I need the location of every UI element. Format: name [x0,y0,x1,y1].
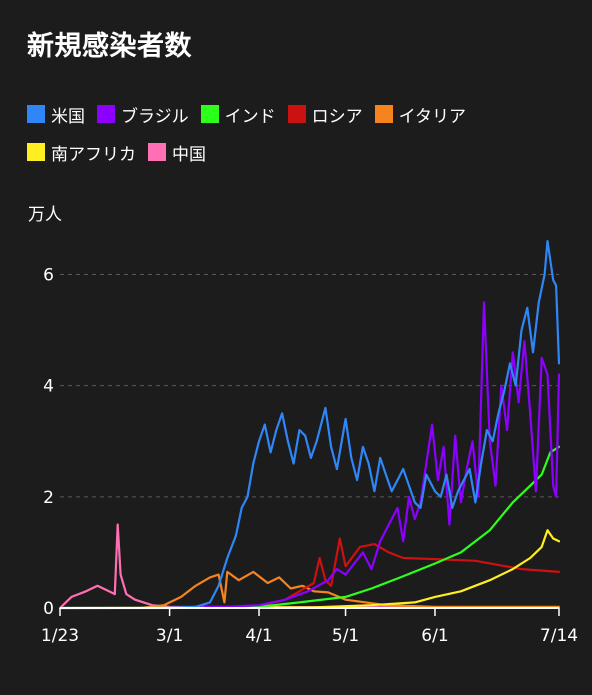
series-line [58,523,561,610]
y-tick-label: 0 [43,599,54,619]
legend-item: ブラジル [97,102,189,127]
series-line [168,537,561,610]
x-tick-label: 5/1 [332,626,359,646]
y-tick-label: 2 [43,488,54,508]
series-line [58,240,561,610]
legend-row: 米国 ブラジル インド ロシア イタリア [27,100,587,128]
legend-item: 米国 [27,102,85,127]
legend-label: 中国 [172,144,206,165]
y-tick-label: 6 [43,265,54,285]
legend-label: 米国 [51,106,85,127]
y-axis-unit-label: 万人 [28,205,62,225]
legend-item: イタリア [374,102,466,127]
legend-label: 南アフリカ [51,144,136,165]
legend-label: ロシア [311,106,363,127]
legend-label: ブラジル [121,106,189,127]
legend-item: ロシア [287,102,363,127]
legend-swatch [148,143,166,161]
legend-row: 南アフリカ 中国 [27,138,587,166]
legend-swatch [374,105,393,123]
x-tick-label: 7/14 [540,626,578,646]
legend-item: 中国 [148,140,206,165]
series-line [139,570,561,610]
legend-swatch [27,105,45,123]
legend-swatch [200,105,219,123]
axes: 0 2 4 6 1/23 3/1 4/1 5/1 6/1 7/14 [41,265,578,646]
series-line [168,445,561,610]
legend-label: イタリア [398,106,466,127]
legend: 米国 ブラジル インド ロシア イタリア南アフリカ 中国 [27,100,587,176]
legend-swatch [27,143,45,161]
legend-swatch [97,105,115,123]
x-tick-label: 6/1 [421,626,448,646]
grid-lines [60,273,559,498]
chart-title: 新規感染者数 [27,31,192,62]
series-line [58,529,561,610]
y-tick-label: 4 [43,377,54,397]
legend-item: インド [200,102,276,127]
legend-item: 南アフリカ [27,140,136,165]
series-line [168,301,561,610]
x-tick-label: 4/1 [245,626,272,646]
legend-swatch [287,105,306,123]
x-tick-label: 1/23 [41,626,79,646]
x-tick-label: 3/1 [156,626,183,646]
legend-label: インド [224,106,276,127]
series-lines [58,240,561,610]
